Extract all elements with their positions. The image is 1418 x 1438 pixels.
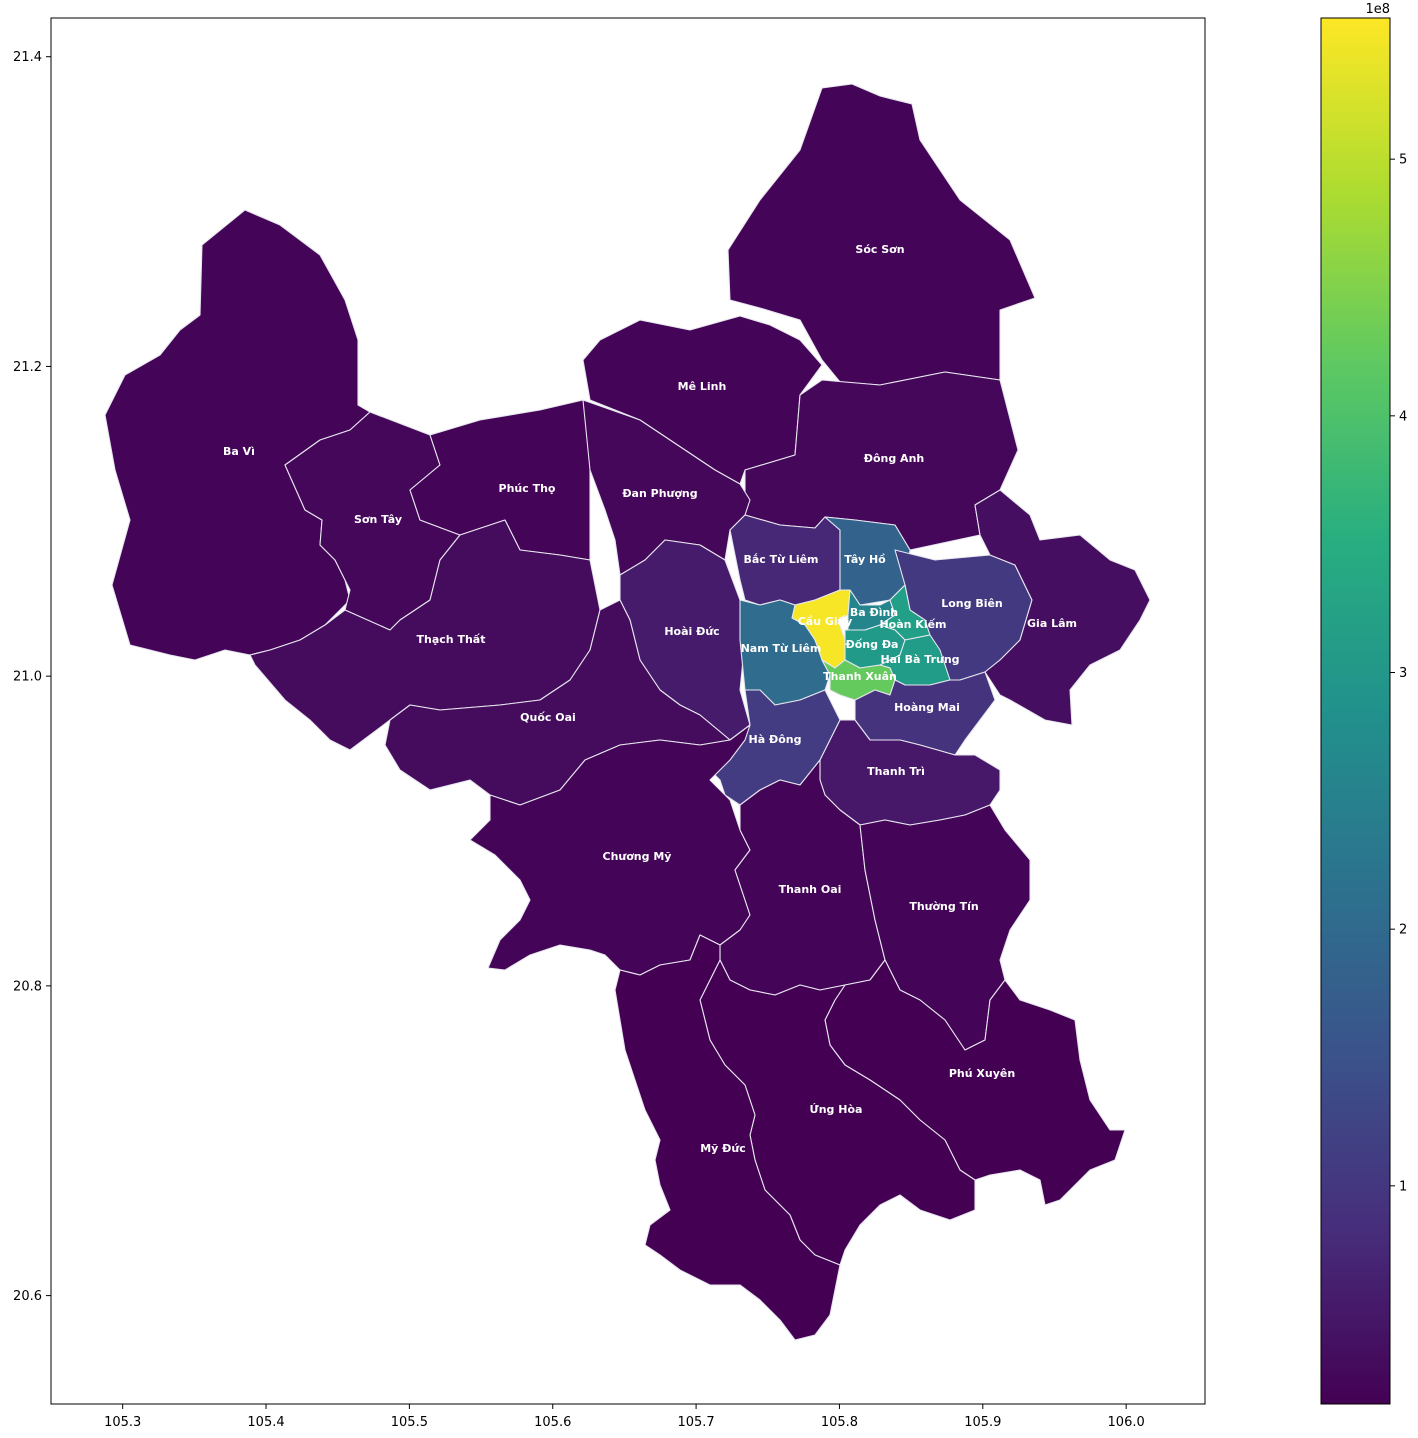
colorbar-tick-label: 1 [1399,1179,1407,1194]
district-label-thach-that: Thạch Thất [417,633,486,646]
district-label-thanh-oai: Thanh Oai [779,883,842,896]
district-polygons [104,83,1151,1341]
district-label-ha-dong: Hà Đông [749,733,802,746]
district-label-gia-lam: Gia Lâm [1027,617,1077,630]
district-label-phu-xuyen: Phú Xuyên [949,1067,1015,1080]
x-tick-label: 106.0 [1108,1415,1145,1430]
district-label-hoai-duc: Hoài Đức [664,625,719,638]
district-label-hai-ba-trung: Hai Bà Trưng [880,653,959,666]
y-tick-label: 21.2 [13,360,42,375]
district-label-thanh-xuan: Thanh Xuân [823,670,897,683]
district-label-hoan-kiem: Hoàn Kiếm [879,618,946,631]
district-my-duc [614,934,841,1341]
colorbar: 1e8 1 2 3 4 5 [1320,2,1407,1405]
x-axis-ticks: 105.3 105.4 105.5 105.6 105.7 105.8 105.9 106.0 [104,1404,1145,1430]
district-label-son-tay: Sơn Tây [354,513,402,526]
y-tick-label: 20.6 [13,1289,42,1304]
colorbar-tick-label: 3 [1399,666,1407,681]
district-label-quoc-oai: Quốc Oai [520,711,576,724]
colorbar-ticks: 1 2 3 4 5 [1390,153,1407,1194]
map-axes: Sóc Sơn Mê Linh Đông Anh Ba Vì Sơn Tây Phúc T… [13,17,1206,1430]
district-label-hoang-mai: Hoàng Mai [894,701,960,714]
district-label-thuong-tin: Thường Tín [909,900,978,913]
colorbar-tick-label: 5 [1399,153,1407,168]
district-gia-lam [974,489,1151,726]
district-label-long-bien: Long Biên [941,597,1003,610]
district-label-phuc-tho: Phúc Thọ [499,482,556,495]
district-labels: Sóc Sơn Mê Linh Đông Anh Ba Vì Sơn Tây Phúc T… [223,243,1077,1155]
y-tick-label: 21.0 [13,670,42,685]
district-label-dong-da: Đống Đa [846,638,899,651]
district-label-thanh-tri: Thanh Trì [867,765,925,778]
colorbar-gradient [1321,18,1390,1404]
colorbar-frame [1320,17,1391,1405]
district-quoc-oai [384,599,731,806]
x-tick-label: 105.3 [104,1415,141,1430]
x-tick-label: 105.7 [677,1415,714,1430]
y-axis-ticks: 20.6 20.8 21.0 21.2 21.4 [13,50,51,1304]
district-label-me-linh: Mê Linh [678,380,727,393]
district-label-dong-anh: Đông Anh [864,452,924,465]
district-label-soc-son: Sóc Sơn [855,243,904,256]
district-label-bac-tu-liem: Bắc Từ Liêm [743,553,818,566]
x-tick-label: 105.6 [534,1415,571,1430]
plot-frame [50,17,1206,1405]
colorbar-multiplier: 1e8 [1365,2,1390,17]
y-tick-label: 21.4 [13,50,42,65]
district-label-ung-hoa: Ứng Hòa [810,1103,863,1116]
x-tick-label: 105.9 [964,1415,1001,1430]
district-label-ba-vi: Ba Vì [223,445,255,458]
x-tick-label: 105.8 [821,1415,858,1430]
district-label-cau-giay: Cầu Giấy [798,615,853,628]
district-label-nam-tu-liem: Nam Từ Liêm [741,642,822,655]
colorbar-tick-label: 2 [1399,923,1407,938]
district-label-ba-dinh: Ba Đình [850,606,898,619]
district-label-tay-ho: Tây Hồ [844,553,886,566]
district-label-dan-phuong: Đan Phượng [622,487,697,500]
district-label-chuong-my: Chương Mỹ [603,850,672,863]
district-label-my-duc: Mỹ Đức [700,1142,746,1155]
x-tick-label: 105.4 [247,1415,284,1430]
x-tick-label: 105.5 [391,1415,428,1430]
y-tick-label: 20.8 [13,979,42,994]
colorbar-tick-label: 4 [1399,409,1407,424]
